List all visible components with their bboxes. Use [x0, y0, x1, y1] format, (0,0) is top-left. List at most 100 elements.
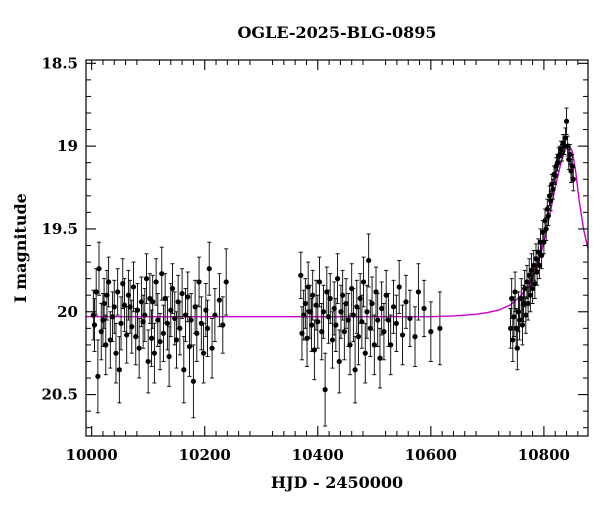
data-marker	[148, 335, 155, 341]
data-marker	[153, 279, 159, 285]
data-point	[364, 284, 370, 339]
data-point	[160, 304, 167, 362]
y-tick-label: 19	[57, 137, 78, 155]
data-point	[320, 284, 327, 339]
data-marker	[399, 332, 406, 338]
data-marker	[352, 367, 358, 373]
data-marker	[377, 355, 383, 361]
chart-title: OGLE-2025-BLG-0895	[237, 23, 436, 42]
data-point	[93, 268, 99, 316]
data-marker	[194, 330, 200, 336]
data-marker	[359, 319, 365, 325]
data-marker	[316, 279, 323, 285]
data-marker	[130, 284, 137, 290]
data-point	[173, 311, 180, 369]
data-marker	[396, 284, 402, 290]
data-marker	[304, 335, 310, 341]
data-point	[525, 286, 531, 321]
data-point	[359, 294, 365, 349]
data-marker	[209, 345, 215, 351]
data-marker	[421, 305, 427, 312]
data-point	[396, 259, 402, 314]
data-marker	[298, 272, 304, 278]
data-marker	[355, 334, 362, 340]
data-marker	[115, 289, 121, 295]
x-tick-label: 10200	[179, 446, 231, 464]
data-point	[393, 294, 399, 352]
data-marker	[136, 345, 142, 351]
data-marker	[159, 271, 165, 277]
data-point	[518, 278, 524, 319]
data-marker	[220, 322, 226, 328]
data-marker	[200, 350, 207, 356]
data-point	[399, 304, 406, 366]
data-point	[159, 246, 165, 301]
data-marker	[308, 322, 315, 328]
data-marker	[142, 312, 148, 318]
data-point	[510, 317, 516, 362]
data-marker	[514, 345, 520, 351]
data-marker	[116, 367, 122, 373]
data-marker	[527, 292, 533, 298]
data-marker	[507, 325, 514, 331]
data-point	[563, 107, 570, 135]
data-marker	[143, 276, 150, 282]
data-marker	[206, 266, 212, 272]
data-point	[198, 296, 204, 351]
data-marker	[519, 322, 526, 328]
data-point	[223, 248, 229, 316]
data-point	[209, 317, 215, 379]
data-marker	[407, 315, 413, 321]
data-marker	[327, 295, 333, 302]
data-marker	[523, 312, 529, 318]
data-point	[308, 298, 315, 352]
data-marker	[529, 285, 536, 292]
data-marker	[302, 300, 308, 307]
data-marker	[526, 272, 532, 278]
data-point	[151, 322, 158, 384]
data-point	[377, 327, 383, 389]
data-marker	[101, 300, 107, 307]
data-point	[216, 273, 223, 328]
data-marker	[103, 342, 109, 348]
data-marker	[315, 319, 321, 325]
data-marker	[510, 337, 516, 343]
data-marker	[570, 176, 576, 182]
data-marker	[524, 279, 530, 285]
data-marker	[550, 186, 556, 192]
data-point	[103, 314, 109, 376]
data-marker	[333, 322, 339, 328]
data-point	[366, 233, 372, 288]
data-point	[421, 279, 427, 338]
data-marker	[511, 314, 517, 320]
data-marker	[93, 289, 99, 295]
data-marker	[106, 279, 112, 285]
y-axis-label: I magnitude	[11, 193, 30, 303]
data-marker	[350, 312, 356, 318]
data-point	[95, 339, 101, 414]
data-point	[322, 352, 328, 427]
data-marker	[100, 317, 106, 323]
data-marker	[182, 312, 189, 318]
data-point	[511, 296, 517, 338]
data-marker	[145, 358, 151, 365]
data-marker	[518, 295, 524, 302]
y-tick-label: 20	[57, 303, 78, 321]
x-tick-label: 10000	[66, 446, 118, 464]
data-marker	[536, 262, 542, 268]
data-point	[327, 273, 333, 324]
data-point	[336, 329, 342, 394]
data-point	[142, 288, 148, 343]
data-point	[298, 251, 304, 299]
data-point	[113, 322, 119, 384]
data-point	[220, 296, 226, 354]
data-point	[118, 296, 124, 351]
data-marker	[531, 262, 537, 268]
data-point	[360, 256, 367, 308]
data-point	[412, 306, 418, 367]
data-marker	[124, 332, 130, 338]
data-point	[204, 299, 211, 357]
data-marker	[95, 373, 101, 379]
data-point	[124, 306, 130, 364]
data-point	[340, 269, 346, 321]
